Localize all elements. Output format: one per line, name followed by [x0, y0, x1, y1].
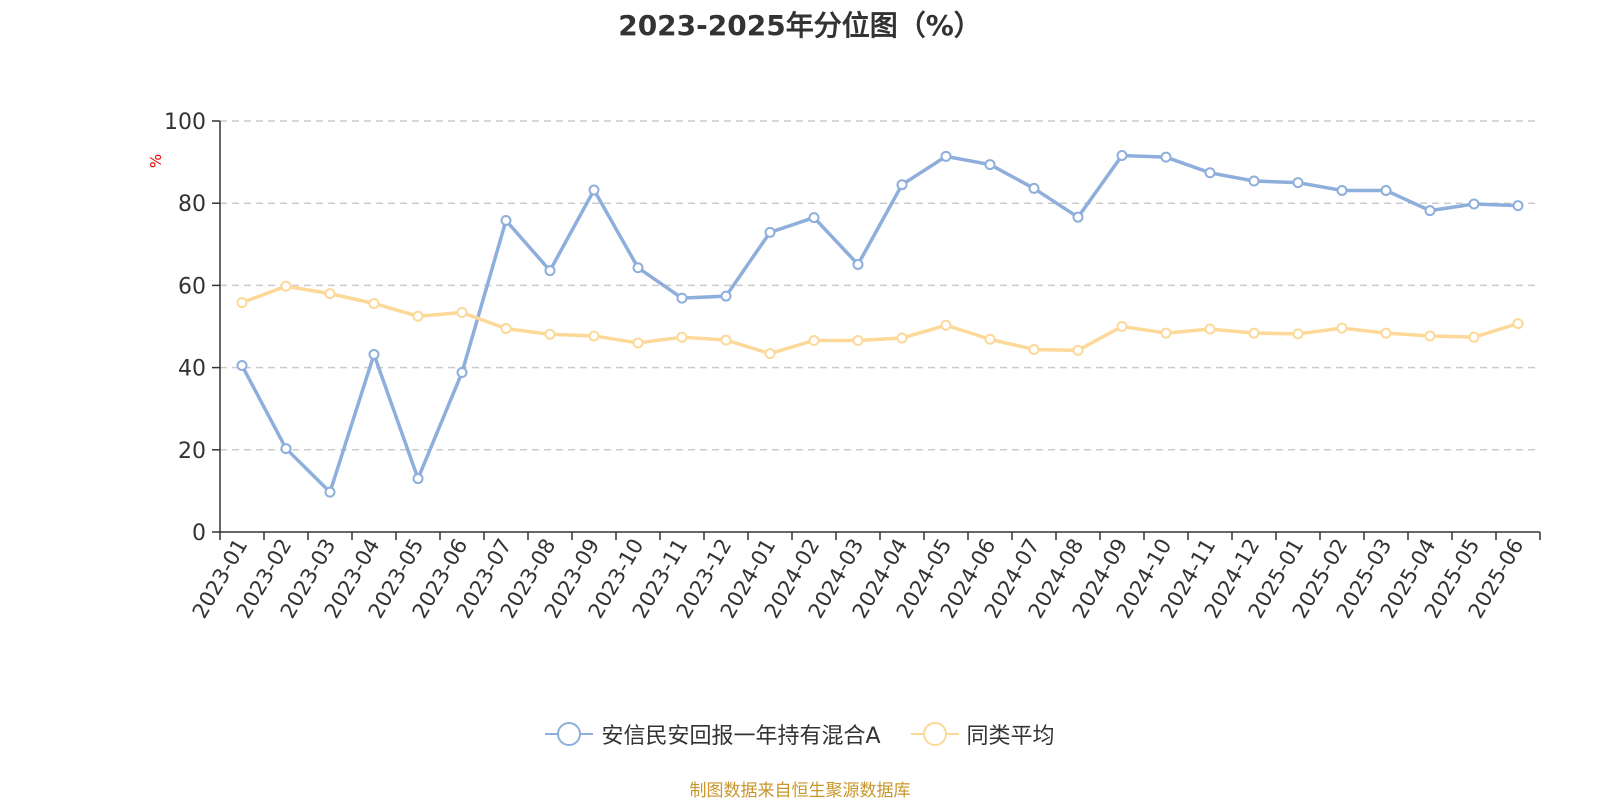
data-point-0-2023-06 — [456, 367, 468, 379]
legend-swatch-series-a — [545, 721, 594, 747]
data-point-1-2024-03 — [852, 334, 864, 346]
data-point-1-2023-06 — [456, 307, 468, 319]
data-point-0-2023-11 — [676, 292, 688, 304]
data-point-0-2023-08 — [544, 265, 556, 277]
grid-layer — [220, 120, 1540, 451]
data-point-0-2024-01 — [764, 226, 776, 238]
data-point-0-2024-03 — [852, 258, 864, 270]
data-point-1-2023-09 — [588, 330, 600, 342]
data-point-0-2025-04 — [1424, 205, 1436, 217]
data-point-1-2023-04 — [368, 297, 380, 309]
data-point-1-2025-01 — [1292, 328, 1304, 340]
data-point-0-2024-12 — [1248, 175, 1260, 187]
data-point-0-2023-03 — [324, 486, 336, 498]
y-tick-label-60: 60 — [178, 274, 206, 299]
data-point-0-2024-07 — [1028, 182, 1040, 194]
data-point-1-2023-07 — [500, 323, 512, 335]
data-point-0-2023-05 — [412, 473, 424, 485]
data-point-0-2023-04 — [368, 348, 380, 360]
data-point-1-2025-03 — [1380, 327, 1392, 339]
y-tick-label-20: 20 — [178, 439, 206, 464]
y-tick-label-40: 40 — [178, 357, 206, 382]
data-point-0-2024-09 — [1116, 150, 1128, 162]
series-line-0 — [240, 153, 1519, 494]
data-point-1-2025-05 — [1468, 331, 1480, 343]
data-point-0-2025-06 — [1512, 200, 1524, 212]
data-point-0-2025-01 — [1292, 177, 1304, 189]
data-point-1-2025-04 — [1424, 330, 1436, 342]
data-point-1-2025-06 — [1512, 318, 1524, 330]
data-point-0-2023-10 — [632, 262, 644, 274]
y-tick-label-0: 0 — [192, 521, 206, 546]
data-point-1-2024-10 — [1160, 327, 1172, 339]
data-point-0-2023-07 — [500, 214, 512, 226]
chart-title: 2023-2025年分位图（%） — [618, 9, 982, 42]
source-note: 制图数据来自恒生聚源数据库 — [689, 781, 911, 801]
data-point-0-2024-11 — [1204, 167, 1216, 179]
data-point-0-2023-01 — [236, 360, 248, 372]
legend-label-series-b: 同类平均 — [966, 724, 1055, 749]
data-point-1-2023-10 — [632, 337, 644, 349]
series-line-1 — [241, 284, 1519, 356]
data-point-1-2024-01 — [764, 348, 776, 360]
data-point-1-2023-02 — [280, 280, 292, 292]
legend-swatch-series-b — [910, 721, 959, 747]
y-tick-label-80: 80 — [178, 192, 206, 217]
legend-label-series-a: 安信民安回报一年持有混合A — [601, 724, 881, 749]
data-point-0-2025-03 — [1380, 184, 1392, 196]
data-point-1-2024-11 — [1204, 323, 1216, 335]
data-point-0-2024-02 — [808, 212, 820, 224]
data-point-1-2024-05 — [940, 319, 952, 331]
y-tick-label-100: 100 — [164, 110, 206, 135]
data-point-0-2024-06 — [984, 159, 996, 171]
data-point-1-2023-08 — [544, 328, 556, 340]
data-point-0-2023-09 — [588, 184, 600, 196]
data-point-1-2024-09 — [1116, 321, 1128, 332]
data-point-1-2024-06 — [984, 333, 996, 345]
data-point-0-2024-04 — [896, 179, 908, 191]
data-point-1-2024-08 — [1072, 344, 1084, 356]
series-layer — [236, 150, 1524, 498]
data-point-1-2023-11 — [676, 331, 688, 343]
data-point-0-2024-05 — [940, 150, 952, 162]
data-point-1-2025-02 — [1336, 322, 1348, 334]
data-point-1-2023-03 — [324, 288, 336, 300]
data-point-1-2024-07 — [1028, 344, 1040, 356]
data-point-0-2025-02 — [1336, 184, 1348, 196]
data-point-0-2023-02 — [280, 443, 292, 455]
data-point-1-2023-05 — [412, 310, 424, 322]
data-point-0-2024-08 — [1072, 211, 1084, 223]
data-point-0-2023-12 — [720, 290, 732, 302]
legend-item-series-a[interactable]: 安信民安回报一年持有混合A — [545, 718, 881, 750]
data-point-1-2024-02 — [808, 334, 820, 346]
legend-item-series-b[interactable]: 同类平均 — [910, 718, 1055, 750]
y-axis-unit-label: % — [147, 154, 165, 168]
data-point-1-2024-12 — [1248, 327, 1260, 339]
data-point-1-2023-12 — [720, 334, 732, 346]
legend: 安信民安回报一年持有混合A 同类平均 — [0, 718, 1600, 750]
data-point-1-2023-01 — [236, 297, 248, 309]
data-point-0-2024-10 — [1160, 151, 1172, 163]
data-point-1-2024-04 — [896, 332, 908, 344]
data-point-0-2025-05 — [1468, 198, 1480, 210]
